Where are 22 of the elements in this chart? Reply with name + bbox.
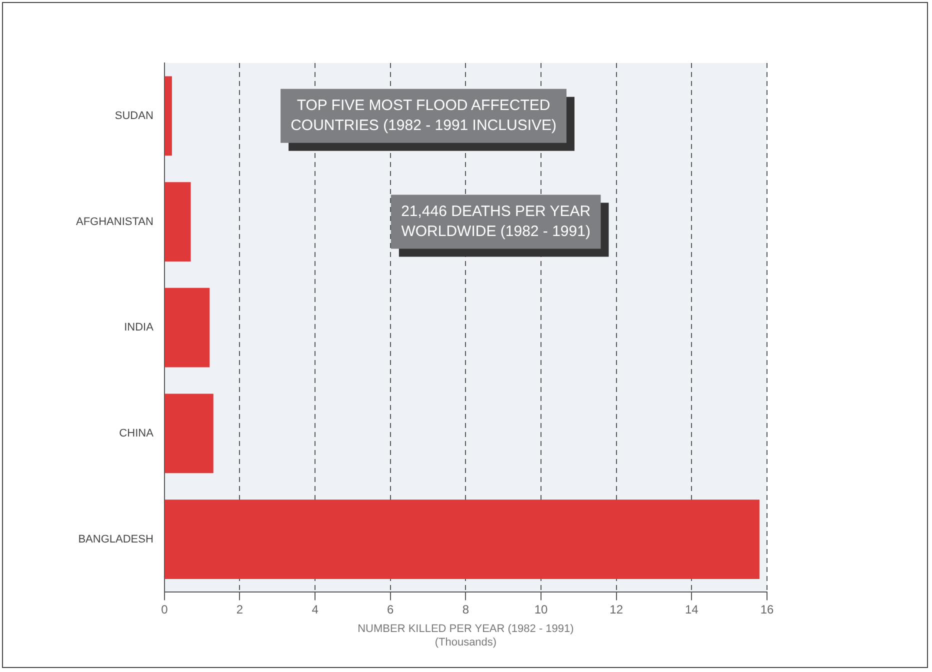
y-tick-label: INDIA	[124, 322, 154, 334]
x-tick-label: 0	[161, 602, 168, 617]
y-tick-label: BANGLADESH	[78, 533, 154, 546]
x-tick-label: 6	[387, 602, 394, 617]
y-tick-label: CHINA	[119, 427, 154, 440]
x-tick-label: 12	[610, 602, 624, 617]
annotation: TOP FIVE MOST FLOOD AFFECTED COUNTRIES (1982 - 1991 INCLUSIVE)	[290, 97, 556, 134]
x-tick-label: 4	[312, 602, 319, 617]
y-tick-label: AFGHANISTAN	[76, 216, 154, 228]
bar	[164, 394, 214, 474]
bar	[164, 182, 191, 262]
bar	[164, 500, 760, 579]
x-tick-label: 14	[684, 602, 699, 617]
x-axis-title: NUMBER KILLED PER YEAR (1982 - 1991) (Thousands)	[358, 623, 574, 648]
x-tick-label: 8	[462, 602, 470, 617]
bar	[164, 288, 210, 368]
annotation: 21,446 DEATHS PER YEAR WORLDWIDE (1982 - 1991)	[401, 202, 591, 240]
x-tick-label: 10	[534, 602, 548, 617]
bar	[164, 76, 172, 156]
y-tick-label: SUDAN	[114, 110, 154, 122]
x-tick-label: 16	[760, 602, 774, 617]
x-tick-label: 2	[236, 602, 244, 617]
